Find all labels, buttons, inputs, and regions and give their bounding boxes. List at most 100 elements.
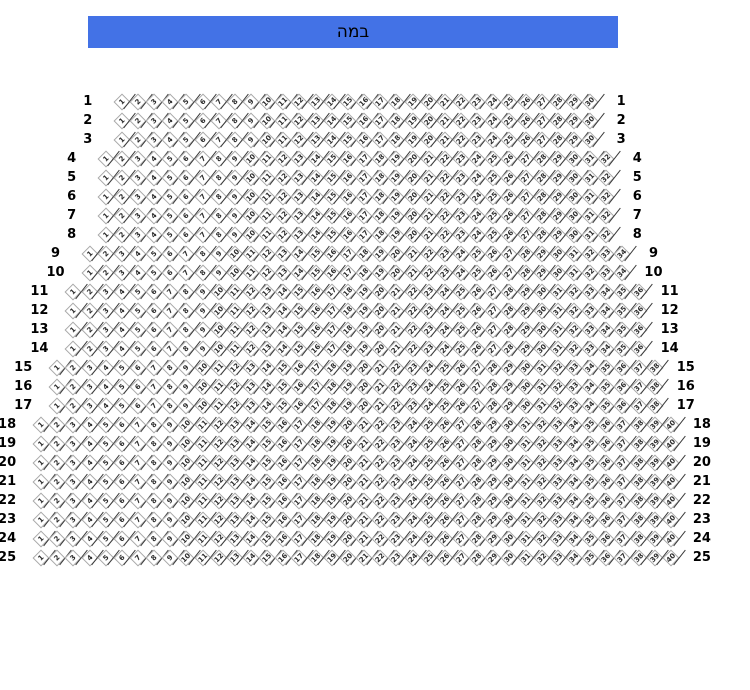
seat[interactable]: 21 <box>355 492 373 509</box>
row-label-left: 21 <box>0 473 17 489</box>
seat-number: 6 <box>149 286 159 296</box>
seat-number: 9 <box>165 419 175 429</box>
seat-number: 4 <box>133 248 143 258</box>
seat[interactable]: 19 <box>355 302 373 319</box>
stage-banner: במה <box>88 16 618 48</box>
seat[interactable]: 18 <box>355 245 373 262</box>
seat-number: 1 <box>68 305 78 315</box>
seat[interactable]: 21 <box>355 473 373 490</box>
row-label-right: 5 <box>632 169 642 185</box>
seat[interactable]: 21 <box>355 435 373 452</box>
row-label-left: 23 <box>0 511 17 527</box>
seat-number: 1 <box>36 533 46 543</box>
seat-number: 2 <box>100 267 110 277</box>
row-label-left: 19 <box>0 435 17 451</box>
seat[interactable]: 16 <box>355 112 373 129</box>
seat-number: 8 <box>197 267 207 277</box>
seat-number: 9 <box>165 552 175 562</box>
seat-number: 4 <box>116 286 127 296</box>
seat-number: 3 <box>133 210 143 220</box>
seat-number: 2 <box>100 248 110 258</box>
seat-number: 1 <box>36 495 46 505</box>
seat-number: 4 <box>84 495 94 505</box>
seat-number: 7 <box>197 172 207 182</box>
seat-number: 7 <box>165 305 175 315</box>
seat-number: 4 <box>84 438 94 448</box>
seat-number: 2 <box>52 533 62 543</box>
row-label-right: 23 <box>692 511 711 527</box>
seat-number: 3 <box>133 191 143 201</box>
seat[interactable]: 17 <box>355 226 373 243</box>
seat-number: 4 <box>100 381 110 391</box>
seat-number: 4 <box>84 476 94 486</box>
seat-number: 3 <box>68 533 78 543</box>
seat-number: 5 <box>133 286 143 296</box>
seat-number: 6 <box>149 324 159 334</box>
seat[interactable]: 17 <box>355 207 373 224</box>
seat[interactable]: 16 <box>355 131 373 148</box>
seat[interactable]: 1 <box>32 549 50 566</box>
row-label-left: 5 <box>67 169 77 185</box>
seat-number: 1 <box>68 286 78 296</box>
seat-number: 2 <box>116 210 127 220</box>
seat[interactable]: 17 <box>355 150 373 167</box>
seat[interactable]: 19 <box>355 283 373 300</box>
row-label-left: 12 <box>30 302 49 318</box>
seat-number: 5 <box>133 343 143 353</box>
seat[interactable]: 1 <box>32 435 50 452</box>
seat-number: 3 <box>100 305 110 315</box>
seat[interactable]: 21 <box>355 549 373 566</box>
seat-number: 4 <box>84 419 94 429</box>
seat-number: 3 <box>116 267 127 277</box>
seat[interactable]: 20 <box>355 397 373 414</box>
row-label-left: 13 <box>30 321 49 337</box>
row-label-left: 1 <box>83 93 93 109</box>
seat[interactable]: 19 <box>355 321 373 338</box>
row-label-right: 11 <box>660 283 679 299</box>
seat-number: 1 <box>36 514 46 524</box>
seat-number: 6 <box>133 362 143 372</box>
seat-number: 3 <box>100 324 110 334</box>
seat-number: 2 <box>84 286 94 296</box>
row-label-right: 13 <box>660 321 679 337</box>
seat-number: 6 <box>181 153 191 163</box>
seat-number: 8 <box>149 495 159 505</box>
seat[interactable]: 21 <box>355 454 373 471</box>
seat[interactable]: 1 <box>32 511 50 528</box>
seat[interactable]: 17 <box>355 169 373 186</box>
seat[interactable]: 21 <box>355 416 373 433</box>
seat-number: 4 <box>133 267 143 277</box>
seat-number: 6 <box>197 96 207 106</box>
seat-number: 2 <box>68 381 78 391</box>
seat-number: 8 <box>149 457 159 467</box>
seat[interactable]: 1 <box>32 454 50 471</box>
row-label-right: 24 <box>692 530 711 546</box>
seat[interactable]: 21 <box>355 530 373 547</box>
seat-number: 3 <box>149 134 159 144</box>
seat[interactable]: 17 <box>355 188 373 205</box>
seat-number: 9 <box>181 381 191 391</box>
seat-number: 7 <box>165 324 175 334</box>
seat[interactable]: 1 <box>32 530 50 547</box>
seat-number: 8 <box>197 248 207 258</box>
seat[interactable]: 19 <box>355 340 373 357</box>
seat-number: 4 <box>149 172 159 182</box>
seat[interactable]: 20 <box>355 359 373 376</box>
seat[interactable]: 18 <box>355 264 373 281</box>
seat-number: 5 <box>133 324 143 334</box>
seat[interactable]: 1 <box>32 416 50 433</box>
row-label-right: 7 <box>632 207 642 223</box>
seat-number: 6 <box>116 419 127 429</box>
seat[interactable]: 20 <box>355 378 373 395</box>
row-label-right: 10 <box>644 264 663 280</box>
seat[interactable]: 1 <box>32 473 50 490</box>
seat[interactable]: 1 <box>32 492 50 509</box>
seat-number: 3 <box>149 96 159 106</box>
seat-number: 6 <box>116 533 127 543</box>
seat-number: 7 <box>213 96 223 106</box>
seat-number: 9 <box>165 457 175 467</box>
seat[interactable]: 21 <box>355 511 373 528</box>
seat-number: 2 <box>52 419 62 429</box>
seat-number: 9 <box>197 286 207 296</box>
seat[interactable]: 16 <box>355 93 373 110</box>
